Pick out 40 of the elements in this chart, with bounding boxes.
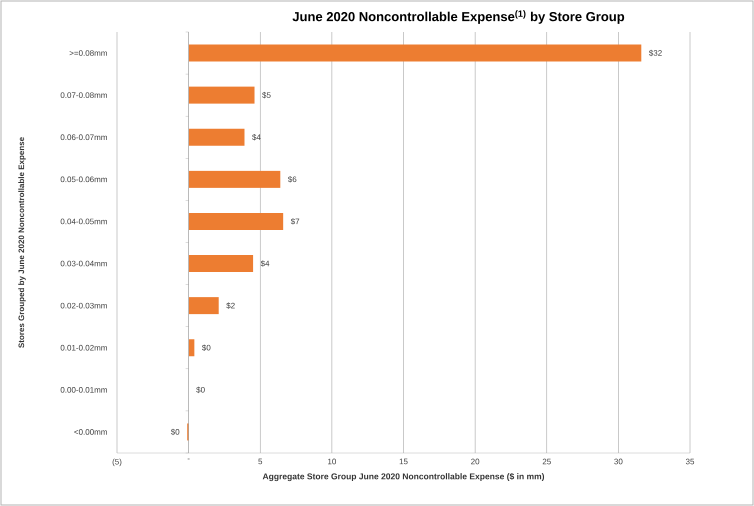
bar <box>188 86 255 104</box>
y-tick-label: >=0.08mm <box>70 50 107 56</box>
x-tick-label: 25 <box>542 458 551 464</box>
data-label: $5 <box>262 92 271 98</box>
y-tick-label: 0.06-0.07mm <box>60 134 107 140</box>
data-label: $7 <box>290 218 300 225</box>
y-tick-label: 0.01-0.02mm <box>60 344 107 351</box>
bar <box>188 255 254 272</box>
y-tick-label: 0.00-0.01mm <box>60 387 107 393</box>
x-tick-label: 15 <box>400 458 408 464</box>
x-tick-label: (5) <box>112 458 122 466</box>
data-label: $0 <box>170 428 180 436</box>
data-label: $0 <box>196 386 205 394</box>
chart-title: June 2020 Noncontrollable Expense$^{(1)}$ by Store Group <box>292 10 624 24</box>
x-tick-label: 35 <box>686 458 694 464</box>
x-tick-label: 20 <box>471 458 480 464</box>
data-label: $0 <box>202 344 210 351</box>
data-label: $4 <box>260 260 270 267</box>
y-tick-label: 0.07-0.08mm <box>60 92 107 98</box>
bar <box>188 339 194 356</box>
y-tick-label: 0.02-0.03mm <box>60 302 107 308</box>
x-tick-label: - <box>188 458 190 460</box>
x-axis-title: Aggregate Store Group June 2020 Noncontrollable Expense ($ in mm) <box>262 472 544 482</box>
x-tick-label: 30 <box>614 458 623 464</box>
x-tick-label: 10 <box>328 458 336 464</box>
data-label: $32 <box>648 50 662 56</box>
y-tick-label: 0.05-0.06mm <box>60 176 107 182</box>
data-label: $6 <box>288 176 296 183</box>
bar <box>188 212 284 230</box>
bar <box>188 44 642 62</box>
x-tick-label: 5 <box>258 458 262 464</box>
y-axis-title: Stores Grouped by June 2020 Noncontrollable Expense <box>18 137 26 348</box>
bar <box>188 297 219 314</box>
bar <box>188 128 244 146</box>
y-tick-label: <0.00mm <box>74 429 107 435</box>
data-label: $2 <box>226 302 235 309</box>
data-label: $4 <box>252 134 261 140</box>
bar <box>188 170 280 188</box>
y-tick-label: 0.04-0.05mm <box>60 218 107 224</box>
y-tick-label: 0.03-0.04mm <box>60 260 107 266</box>
